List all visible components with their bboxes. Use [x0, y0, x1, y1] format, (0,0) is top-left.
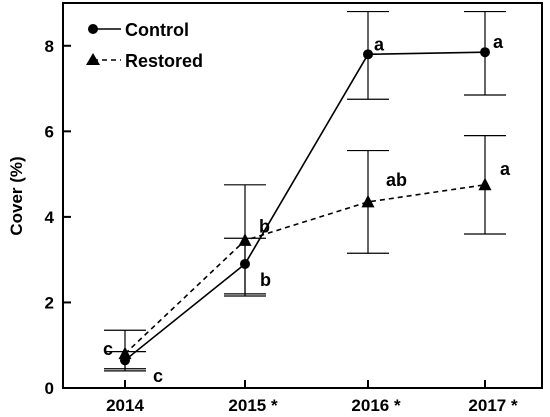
x-tick-label: 2015 * [228, 396, 278, 415]
y-tick-label: 2 [45, 293, 54, 312]
series-restored: c b ab a [103, 135, 511, 372]
y-tick-label: 4 [45, 208, 55, 227]
data-point [478, 177, 492, 191]
legend-item-control: Control [88, 20, 189, 40]
x-tick-label: 2016 * [351, 396, 401, 415]
series-line-restored [124, 184, 486, 355]
significance-label: a [374, 34, 385, 54]
significance-label: b [259, 216, 270, 236]
series-layer: c b a a c b ab a [103, 10, 511, 386]
legend-item-restored: Restored [86, 51, 203, 71]
significance-label: a [500, 159, 511, 179]
legend-marker [88, 24, 98, 34]
x-axis: 2014 2015 * 2016 * 2017 * [106, 380, 518, 415]
series-line-control [124, 51, 486, 361]
x-tick-label: 2017 * [468, 396, 518, 415]
significance-label: c [153, 366, 163, 386]
y-axis: 0 2 4 6 8 [45, 37, 71, 398]
legend-label: Restored [125, 51, 203, 71]
significance-label: c [103, 339, 113, 359]
data-point [480, 47, 490, 58]
y-axis-title: Cover (%) [7, 156, 26, 235]
data-point [361, 194, 375, 208]
x-tick-label: 2014 [106, 396, 144, 415]
legend: Control Restored [86, 20, 203, 71]
data-point [118, 346, 132, 360]
significance-label: ab [386, 170, 407, 190]
y-tick-label: 0 [45, 379, 54, 398]
legend-marker [86, 53, 100, 65]
data-point [238, 233, 252, 246]
legend-label: Control [125, 20, 189, 40]
data-point [363, 49, 373, 60]
significance-label: b [260, 270, 271, 290]
y-tick-label: 8 [45, 37, 54, 56]
significance-label: a [493, 32, 504, 52]
plot-frame [62, 2, 543, 389]
y-tick-label: 6 [45, 122, 54, 141]
